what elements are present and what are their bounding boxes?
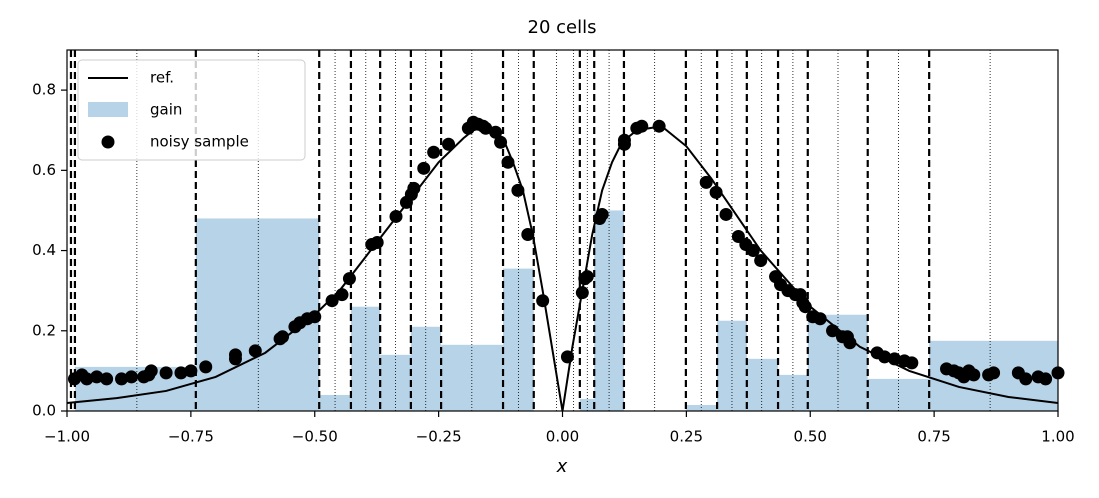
gain-bar	[319, 394, 351, 411]
gain-bar	[503, 268, 534, 411]
y-tick-label: 0.0	[32, 402, 56, 420]
x-tick-label: −1.00	[44, 428, 90, 446]
sample-point	[511, 183, 525, 197]
legend-label: ref.	[150, 69, 174, 87]
sample-point	[826, 324, 840, 338]
gain-bar	[195, 218, 320, 411]
sample-point	[494, 135, 508, 149]
sample-point	[1039, 372, 1053, 386]
sample-point	[798, 300, 812, 314]
sample-point	[442, 137, 456, 151]
sample-point	[813, 312, 827, 326]
legend-marker	[101, 135, 115, 149]
sample-point	[575, 286, 589, 300]
sample-point	[967, 368, 981, 382]
sample-point	[417, 161, 431, 175]
sample-point	[580, 270, 594, 284]
sample-point	[407, 181, 421, 195]
sample-point	[719, 207, 733, 221]
sample-point	[843, 336, 857, 350]
sample-point	[489, 125, 503, 139]
sample-point	[709, 185, 723, 199]
legend-box	[77, 59, 306, 161]
sample-point	[501, 155, 515, 169]
sample-point	[389, 209, 403, 223]
gain-bar	[350, 306, 381, 411]
sample-point	[325, 294, 339, 308]
x-tick-label: 1.00	[1041, 428, 1074, 446]
y-tick-label: 0.6	[32, 161, 56, 179]
sample-point	[905, 356, 919, 370]
sample-point	[199, 360, 213, 374]
y-tick-label: 0.4	[32, 241, 56, 259]
sample-point	[308, 310, 322, 324]
x-tick-label: 0.50	[794, 428, 827, 446]
sample-point	[90, 370, 104, 384]
sample-point	[174, 366, 188, 380]
gain-bar	[380, 354, 411, 411]
legend: ref. gain noisy sample	[77, 59, 306, 161]
sample-point	[746, 244, 760, 258]
legend-label: noisy sample	[150, 133, 249, 151]
y-tick-label: 0.2	[32, 321, 56, 339]
sample-point	[479, 121, 493, 135]
gain-bar	[746, 358, 779, 411]
x-tick-label: 0.00	[546, 428, 579, 446]
sample-point	[115, 372, 129, 386]
sample-point	[342, 272, 356, 286]
sample-point	[427, 145, 441, 159]
sample-point	[276, 330, 290, 344]
sample-point	[144, 364, 158, 378]
sample-point	[635, 119, 649, 133]
sample-point	[370, 236, 384, 250]
sample-point	[228, 348, 242, 362]
sample-point	[699, 175, 713, 189]
sample-point	[159, 366, 173, 380]
x-tick-label: −0.25	[416, 428, 462, 446]
chart-title: 20 cells	[528, 17, 597, 38]
x-tick-label: −0.75	[168, 428, 214, 446]
sample-point	[335, 288, 349, 302]
sample-point	[754, 254, 768, 268]
sample-point	[248, 344, 262, 358]
sample-point	[878, 350, 892, 364]
sample-point	[595, 207, 609, 221]
sample-point	[184, 364, 198, 378]
sample-point	[80, 372, 94, 386]
x-tick-label: 0.75	[917, 428, 950, 446]
x-axis-label: x	[556, 456, 568, 477]
sample-point	[617, 133, 631, 147]
y-tick-label: 0.8	[32, 81, 56, 99]
sample-point	[521, 228, 535, 242]
legend-label: gain	[150, 101, 182, 119]
legend-patch	[88, 102, 128, 117]
x-tick-label: −0.50	[292, 428, 338, 446]
sample-point	[560, 350, 574, 364]
sample-point	[887, 352, 901, 366]
sample-point	[987, 366, 1001, 380]
sample-point	[1019, 372, 1033, 386]
sample-point	[100, 372, 114, 386]
x-tick-label: 0.25	[670, 428, 703, 446]
sample-point	[652, 119, 666, 133]
sample-point	[124, 370, 138, 384]
sample-point	[536, 294, 550, 308]
gain-bar	[867, 378, 930, 411]
